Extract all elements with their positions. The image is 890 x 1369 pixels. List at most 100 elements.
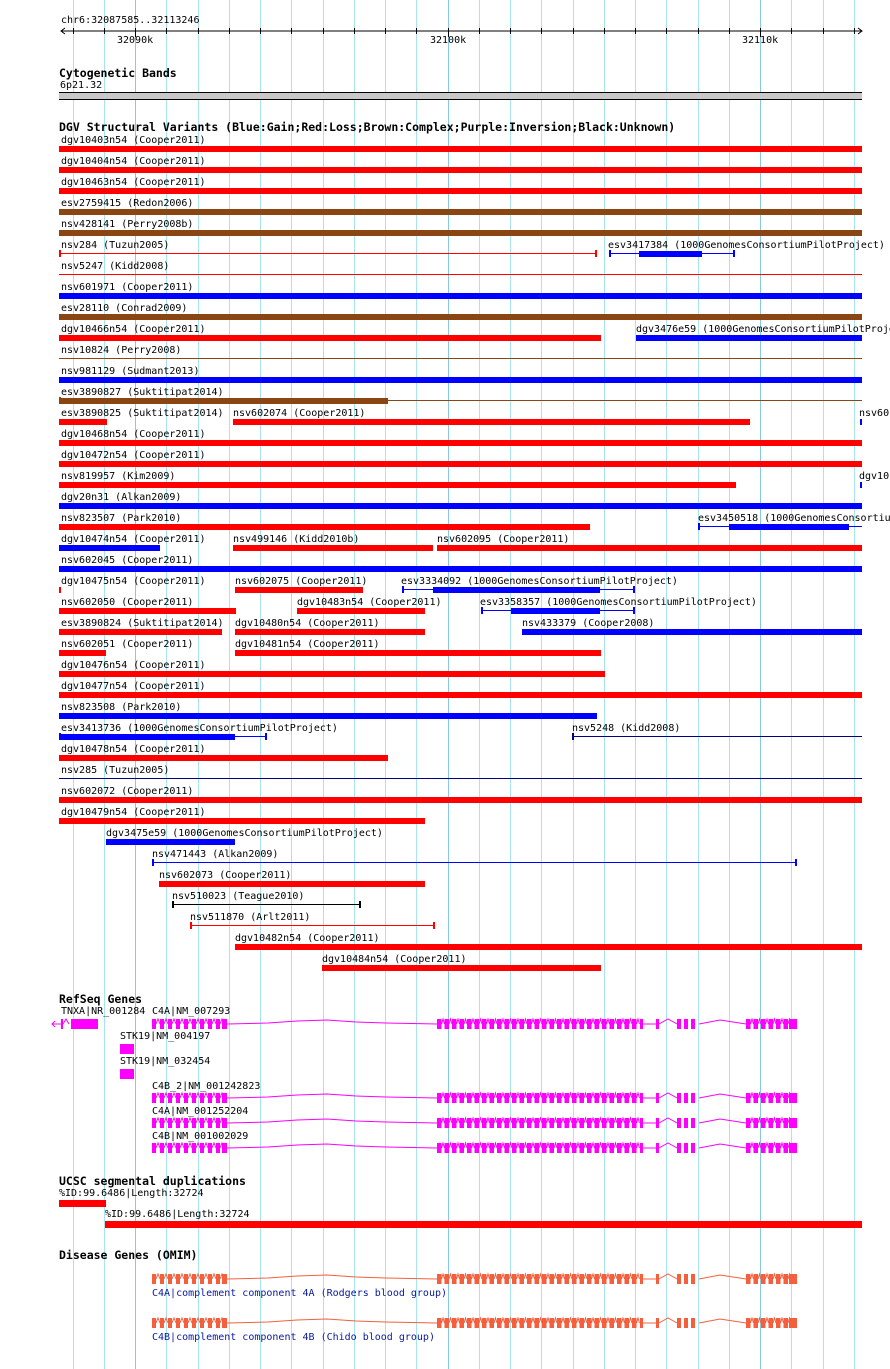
exon[interactable] xyxy=(120,1069,134,1079)
omim-gene-link[interactable]: C4A|complement component 4A (Rodgers blo… xyxy=(152,1288,448,1299)
variant-bar[interactable] xyxy=(235,587,363,593)
variant-bar[interactable] xyxy=(233,545,433,551)
exon xyxy=(512,1318,517,1328)
variant-bar[interactable] xyxy=(59,587,61,593)
variant-bar[interactable] xyxy=(233,419,750,425)
exon xyxy=(768,1093,773,1103)
variant-bar[interactable] xyxy=(59,440,862,446)
variant-bar[interactable] xyxy=(59,734,235,740)
variant-bar[interactable] xyxy=(860,482,862,488)
variant-bar[interactable] xyxy=(437,545,862,551)
variant-bar[interactable] xyxy=(235,629,425,635)
variant-bar[interactable] xyxy=(59,797,862,803)
variant-line[interactable] xyxy=(59,400,862,401)
variant-bar[interactable] xyxy=(433,587,600,593)
variant-bar[interactable] xyxy=(235,650,601,656)
intron xyxy=(606,1091,610,1099)
intron xyxy=(523,1141,528,1149)
intron xyxy=(591,1316,595,1324)
variant-bar[interactable] xyxy=(59,314,862,320)
variant-line[interactable] xyxy=(59,778,862,779)
variant-bar[interactable] xyxy=(59,419,107,425)
variant-bar[interactable] xyxy=(59,209,862,215)
intron xyxy=(195,1272,201,1280)
gene-label[interactable]: C4B|NM_001002029 xyxy=(152,1131,249,1142)
variant-bar[interactable] xyxy=(159,881,425,887)
variant-bar[interactable] xyxy=(59,650,106,656)
gene-label[interactable]: STK19|NM_032454 xyxy=(120,1056,211,1067)
exon xyxy=(761,1019,766,1029)
variant-bar[interactable] xyxy=(59,671,605,677)
variant-bar[interactable] xyxy=(59,503,862,509)
segdup-bar[interactable] xyxy=(105,1221,862,1228)
variant-label: esv3417384 (1000GenomesConsortiumPilotPr… xyxy=(608,240,885,251)
gene-label[interactable]: C4A|NM_001252204 xyxy=(152,1106,249,1117)
exon xyxy=(467,1143,472,1153)
variant-bar[interactable] xyxy=(522,629,862,635)
variant-bar[interactable] xyxy=(511,608,600,614)
variant-bar[interactable] xyxy=(729,524,849,530)
variant-line[interactable] xyxy=(190,925,434,926)
exon xyxy=(200,1143,204,1153)
omim-gene-link[interactable]: C4B|complement component 4B (Chido blood… xyxy=(152,1332,435,1343)
variant-bar[interactable] xyxy=(59,398,388,404)
variant-bar[interactable] xyxy=(59,293,862,299)
variant-bar[interactable] xyxy=(59,377,862,383)
variant-label: esv3890824 (Suktitipat2014) xyxy=(61,618,224,629)
cytoband-bar[interactable] xyxy=(59,92,862,100)
variant-line[interactable] xyxy=(59,358,862,359)
variant-bar[interactable] xyxy=(860,419,862,425)
variant-bar[interactable] xyxy=(59,608,236,614)
exon xyxy=(512,1118,517,1128)
variant-bar[interactable] xyxy=(59,461,862,467)
cytoband-label[interactable]: 6p21.32 xyxy=(60,80,103,91)
variant-bar[interactable] xyxy=(59,566,862,572)
variant-line[interactable] xyxy=(172,904,360,905)
gene-label[interactable]: C4B_2|NM_001242823 xyxy=(152,1081,261,1092)
exon xyxy=(746,1318,751,1328)
variant-bar[interactable] xyxy=(297,608,425,614)
exon xyxy=(691,1318,695,1328)
variant-bar[interactable] xyxy=(59,692,862,698)
variant-bar[interactable] xyxy=(235,944,862,950)
exon xyxy=(776,1093,781,1103)
intron xyxy=(171,1017,177,1025)
variant-bar[interactable] xyxy=(59,818,425,824)
variant-bar[interactable] xyxy=(322,965,601,971)
exon[interactable] xyxy=(120,1044,134,1054)
variant-bar[interactable] xyxy=(59,713,597,719)
gene-label[interactable]: STK19|NM_004197 xyxy=(120,1031,211,1042)
exon xyxy=(640,1118,643,1128)
gene-label[interactable]: C4A|NM_007293 xyxy=(152,1006,231,1017)
variant-line[interactable] xyxy=(152,862,796,863)
intron xyxy=(772,1091,777,1099)
variant-bar[interactable] xyxy=(59,167,862,173)
variant-bar[interactable] xyxy=(59,629,222,635)
variant-bar[interactable] xyxy=(59,755,388,761)
variant-bar[interactable] xyxy=(59,545,160,551)
variant-line[interactable] xyxy=(59,274,862,275)
variant-bar[interactable] xyxy=(639,251,702,257)
exon xyxy=(192,1274,196,1284)
variant-bar[interactable] xyxy=(636,335,862,341)
variant-bar[interactable] xyxy=(59,188,862,194)
variant-line[interactable] xyxy=(59,253,596,254)
intron xyxy=(583,1116,588,1124)
gene-label[interactable]: TNXA|NR_001284 xyxy=(61,1006,146,1017)
segdup-bar[interactable] xyxy=(59,1200,106,1207)
intron xyxy=(750,1116,754,1124)
variant-bar[interactable] xyxy=(59,524,590,530)
variant-bar[interactable] xyxy=(106,839,235,845)
variant-bar[interactable] xyxy=(59,146,862,152)
variant-line[interactable] xyxy=(572,736,862,737)
variant-bar[interactable] xyxy=(59,230,862,236)
variant-bar[interactable] xyxy=(59,335,601,341)
variant-bar[interactable] xyxy=(59,482,736,488)
